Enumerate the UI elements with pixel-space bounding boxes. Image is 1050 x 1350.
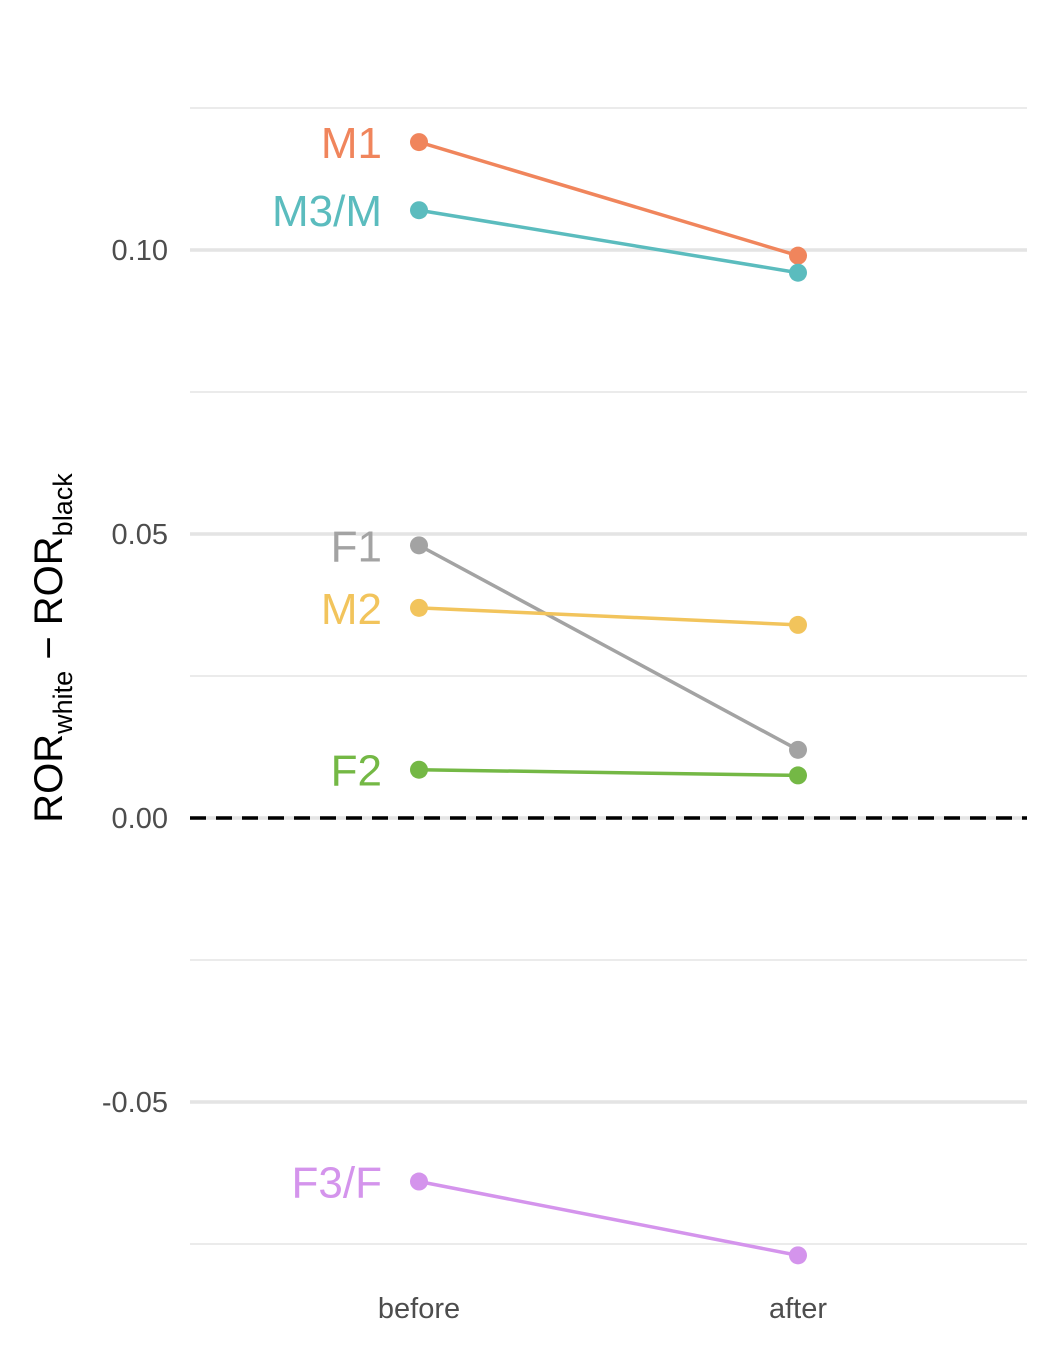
point-m1-before: [410, 133, 428, 152]
y-tick-label: -0.05: [102, 1087, 168, 1119]
y-title-sub-white: white: [48, 671, 78, 735]
x-tick-label-before: before: [378, 1293, 460, 1325]
series-m1: M1: [321, 119, 807, 265]
series-label-f2: F2: [331, 747, 382, 796]
point-m3-m-before: [410, 201, 428, 220]
series-line-f2: [418, 767, 799, 778]
series-layer: M1 M3/M F1 M2 F2 F3/F: [272, 119, 807, 1265]
series-line-f1: [418, 543, 799, 752]
point-f1-after: [789, 740, 807, 759]
series-label-f3-f: F3/F: [292, 1159, 382, 1208]
point-f3-f-before: [410, 1172, 428, 1191]
x-tick-label-after: after: [769, 1293, 827, 1325]
y-tick-label: 0.10: [112, 235, 168, 267]
y-title-ror-2: ROR: [27, 536, 71, 625]
series-label-m3-m: M3/M: [272, 187, 382, 236]
series-label-m2: M2: [321, 585, 382, 634]
grid-layer: [190, 107, 1027, 1245]
series-label-f1: F1: [331, 522, 382, 571]
y-title-sub-black: black: [48, 473, 78, 537]
x-tick-labels: before after: [378, 1293, 827, 1325]
point-f3-f-after: [789, 1246, 807, 1265]
point-m3-m-after: [789, 263, 807, 282]
y-title-ror-1: ROR: [27, 734, 71, 823]
series-label-m1: M1: [321, 119, 382, 168]
series-f2: F2: [331, 747, 807, 796]
point-f2-after: [789, 766, 807, 785]
point-f1-before: [410, 536, 428, 555]
point-m1-after: [789, 246, 807, 265]
y-tick-label: 0.05: [112, 519, 168, 551]
series-f3-f: F3/F: [292, 1159, 807, 1265]
series-line-m1: [418, 140, 799, 258]
series-line-f3-f: [418, 1179, 799, 1258]
point-m2-after: [789, 615, 807, 634]
point-f2-before: [410, 760, 428, 779]
y-tick-label: 0.00: [112, 803, 168, 835]
series-m3-m: M3/M: [272, 187, 807, 282]
series-line-m3-m: [418, 208, 799, 275]
y-title-minus: −: [27, 625, 71, 671]
series-f1: F1: [331, 522, 807, 759]
series-line-m2: [418, 606, 799, 627]
y-axis-title: RORwhite − RORblack: [27, 473, 78, 823]
y-tick-labels: 0.10 0.05 0.00 -0.05: [102, 235, 168, 1119]
point-m2-before: [410, 598, 428, 617]
series-m2: M2: [321, 585, 807, 634]
